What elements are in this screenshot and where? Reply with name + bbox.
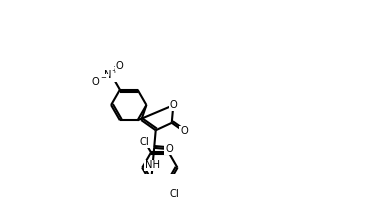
Text: NH: NH [145,161,160,170]
Text: Cl: Cl [170,189,180,197]
Text: O: O [165,144,173,154]
Text: O: O [115,61,123,71]
Text: O: O [180,126,188,137]
Text: O$^-$: O$^-$ [91,75,108,87]
Text: Cl: Cl [140,137,150,147]
Text: O: O [169,100,177,110]
Text: N$^+$: N$^+$ [103,68,119,81]
